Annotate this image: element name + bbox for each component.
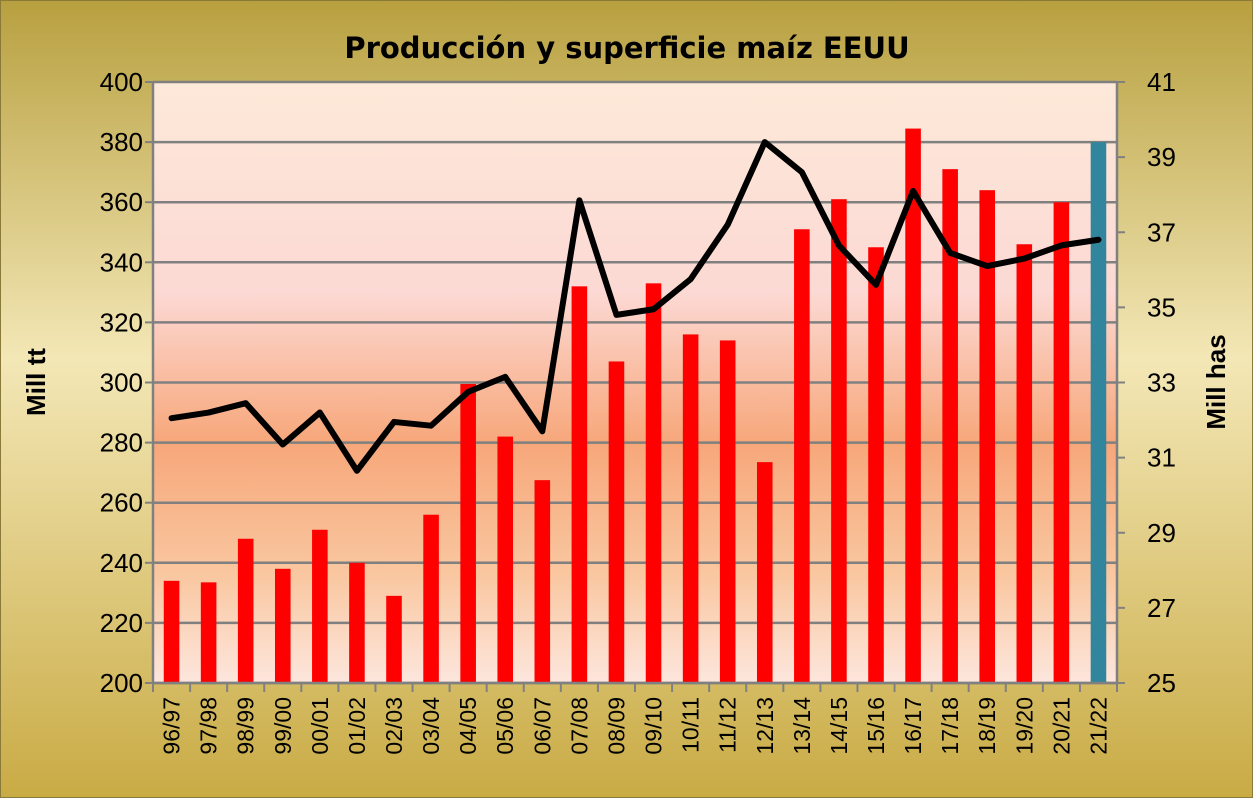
bar-11-12 xyxy=(719,340,736,683)
x-tick-label: 13/14 xyxy=(789,697,815,755)
y-axis-left-title: Mill tt xyxy=(21,348,51,416)
axes: 200 220 240 260 280 300 320 340 360 380 400 25 27 29 3… xyxy=(100,67,1176,755)
x-tick-label: 07/08 xyxy=(566,697,592,755)
x-tick-label: 09/10 xyxy=(641,697,667,755)
line-series xyxy=(168,139,1102,474)
x-tick-label: 99/00 xyxy=(270,697,296,755)
x-tick-label: 20/21 xyxy=(1048,697,1074,755)
bar-10-11 xyxy=(682,334,699,683)
x-tick-label: 14/15 xyxy=(826,697,852,755)
x-tick-label: 16/17 xyxy=(900,697,926,755)
bar-03-04 xyxy=(423,514,439,683)
y-left-tick-label: 260 xyxy=(100,488,143,518)
y-right-tick-label: 37 xyxy=(1147,217,1176,247)
x-tick-label: 08/09 xyxy=(603,697,629,755)
y-right-tick-label: 41 xyxy=(1147,67,1176,97)
x-tick-label: 18/19 xyxy=(974,697,1000,755)
y-left-tick-label: 240 xyxy=(100,548,143,578)
x-tick-label: 98/99 xyxy=(233,697,259,755)
bar-18-19 xyxy=(979,190,996,683)
bar-04-05 xyxy=(460,384,476,683)
y-left-tick-label: 380 xyxy=(100,127,143,157)
bar-21-22 xyxy=(1090,142,1107,684)
bar-17-18 xyxy=(942,169,958,683)
x-tick-label: 00/01 xyxy=(307,697,333,755)
bar-series xyxy=(163,128,1107,684)
x-tick-label: 01/02 xyxy=(344,697,370,755)
y-left-tick-label: 300 xyxy=(100,368,143,398)
y-axis-right-title: Mill has xyxy=(1201,334,1231,429)
bar-02-03 xyxy=(386,595,402,683)
bar-99-00 xyxy=(274,568,291,683)
x-tick-label: 21/22 xyxy=(1085,697,1111,755)
chart-title: Producción y superficie maíz EEUU xyxy=(344,31,909,65)
x-tick-label: 02/03 xyxy=(381,697,407,755)
bar-12-13 xyxy=(756,462,773,683)
x-tick-label: 04/05 xyxy=(455,697,481,755)
bar-16-17 xyxy=(905,128,921,683)
bar-05-06 xyxy=(497,436,514,683)
x-tick-label: 15/16 xyxy=(863,697,889,755)
y-right-tick-label: 39 xyxy=(1147,142,1176,172)
bar-07-08 xyxy=(571,286,588,683)
y-left-tick-label: 200 xyxy=(100,668,143,698)
y-right-tick-label: 27 xyxy=(1147,593,1176,623)
bar-19-20 xyxy=(1016,244,1033,683)
y-left-tick-label: 400 xyxy=(100,67,143,97)
x-tick-label: 96/97 xyxy=(159,697,185,755)
x-tick-label: 06/07 xyxy=(529,697,555,755)
bar-97-98 xyxy=(200,582,217,683)
y-left-tick-label: 340 xyxy=(100,247,143,277)
bar-13-14 xyxy=(794,229,810,683)
bar-98-99 xyxy=(237,538,254,683)
bar-15-16 xyxy=(868,247,884,683)
y-right-tick-label: 25 xyxy=(1147,668,1176,698)
bar-20-21 xyxy=(1053,202,1070,683)
x-tick-label: 97/98 xyxy=(196,697,222,755)
area-line xyxy=(168,139,1102,474)
x-tick-label: 17/18 xyxy=(937,697,963,755)
y-right-tick-label: 29 xyxy=(1147,518,1176,548)
bar-06-07 xyxy=(534,480,551,683)
y-right-tick-label: 35 xyxy=(1147,292,1176,322)
x-tick-label: 12/13 xyxy=(752,697,778,755)
x-tick-label: 05/06 xyxy=(492,697,518,755)
bar-96-97 xyxy=(163,580,180,683)
y-left-tick-label: 360 xyxy=(100,187,143,217)
bar-01-02 xyxy=(349,562,365,683)
y-left-tick-label: 220 xyxy=(100,608,143,638)
x-tick-label: 19/20 xyxy=(1011,697,1037,755)
bar-09-10 xyxy=(645,283,662,683)
x-tick-label: 11/12 xyxy=(715,697,741,753)
bar-08-09 xyxy=(608,361,625,683)
y-left-tick-label: 280 xyxy=(100,428,143,458)
bar-00-01 xyxy=(312,529,328,683)
x-tick-label: 10/11 xyxy=(678,697,704,753)
y-right-tick-label: 31 xyxy=(1147,443,1176,473)
y-left-tick-label: 320 xyxy=(100,307,143,337)
y-right-tick-label: 33 xyxy=(1147,368,1176,398)
bar-14-15 xyxy=(831,199,847,683)
x-tick-label: 03/04 xyxy=(418,697,444,755)
